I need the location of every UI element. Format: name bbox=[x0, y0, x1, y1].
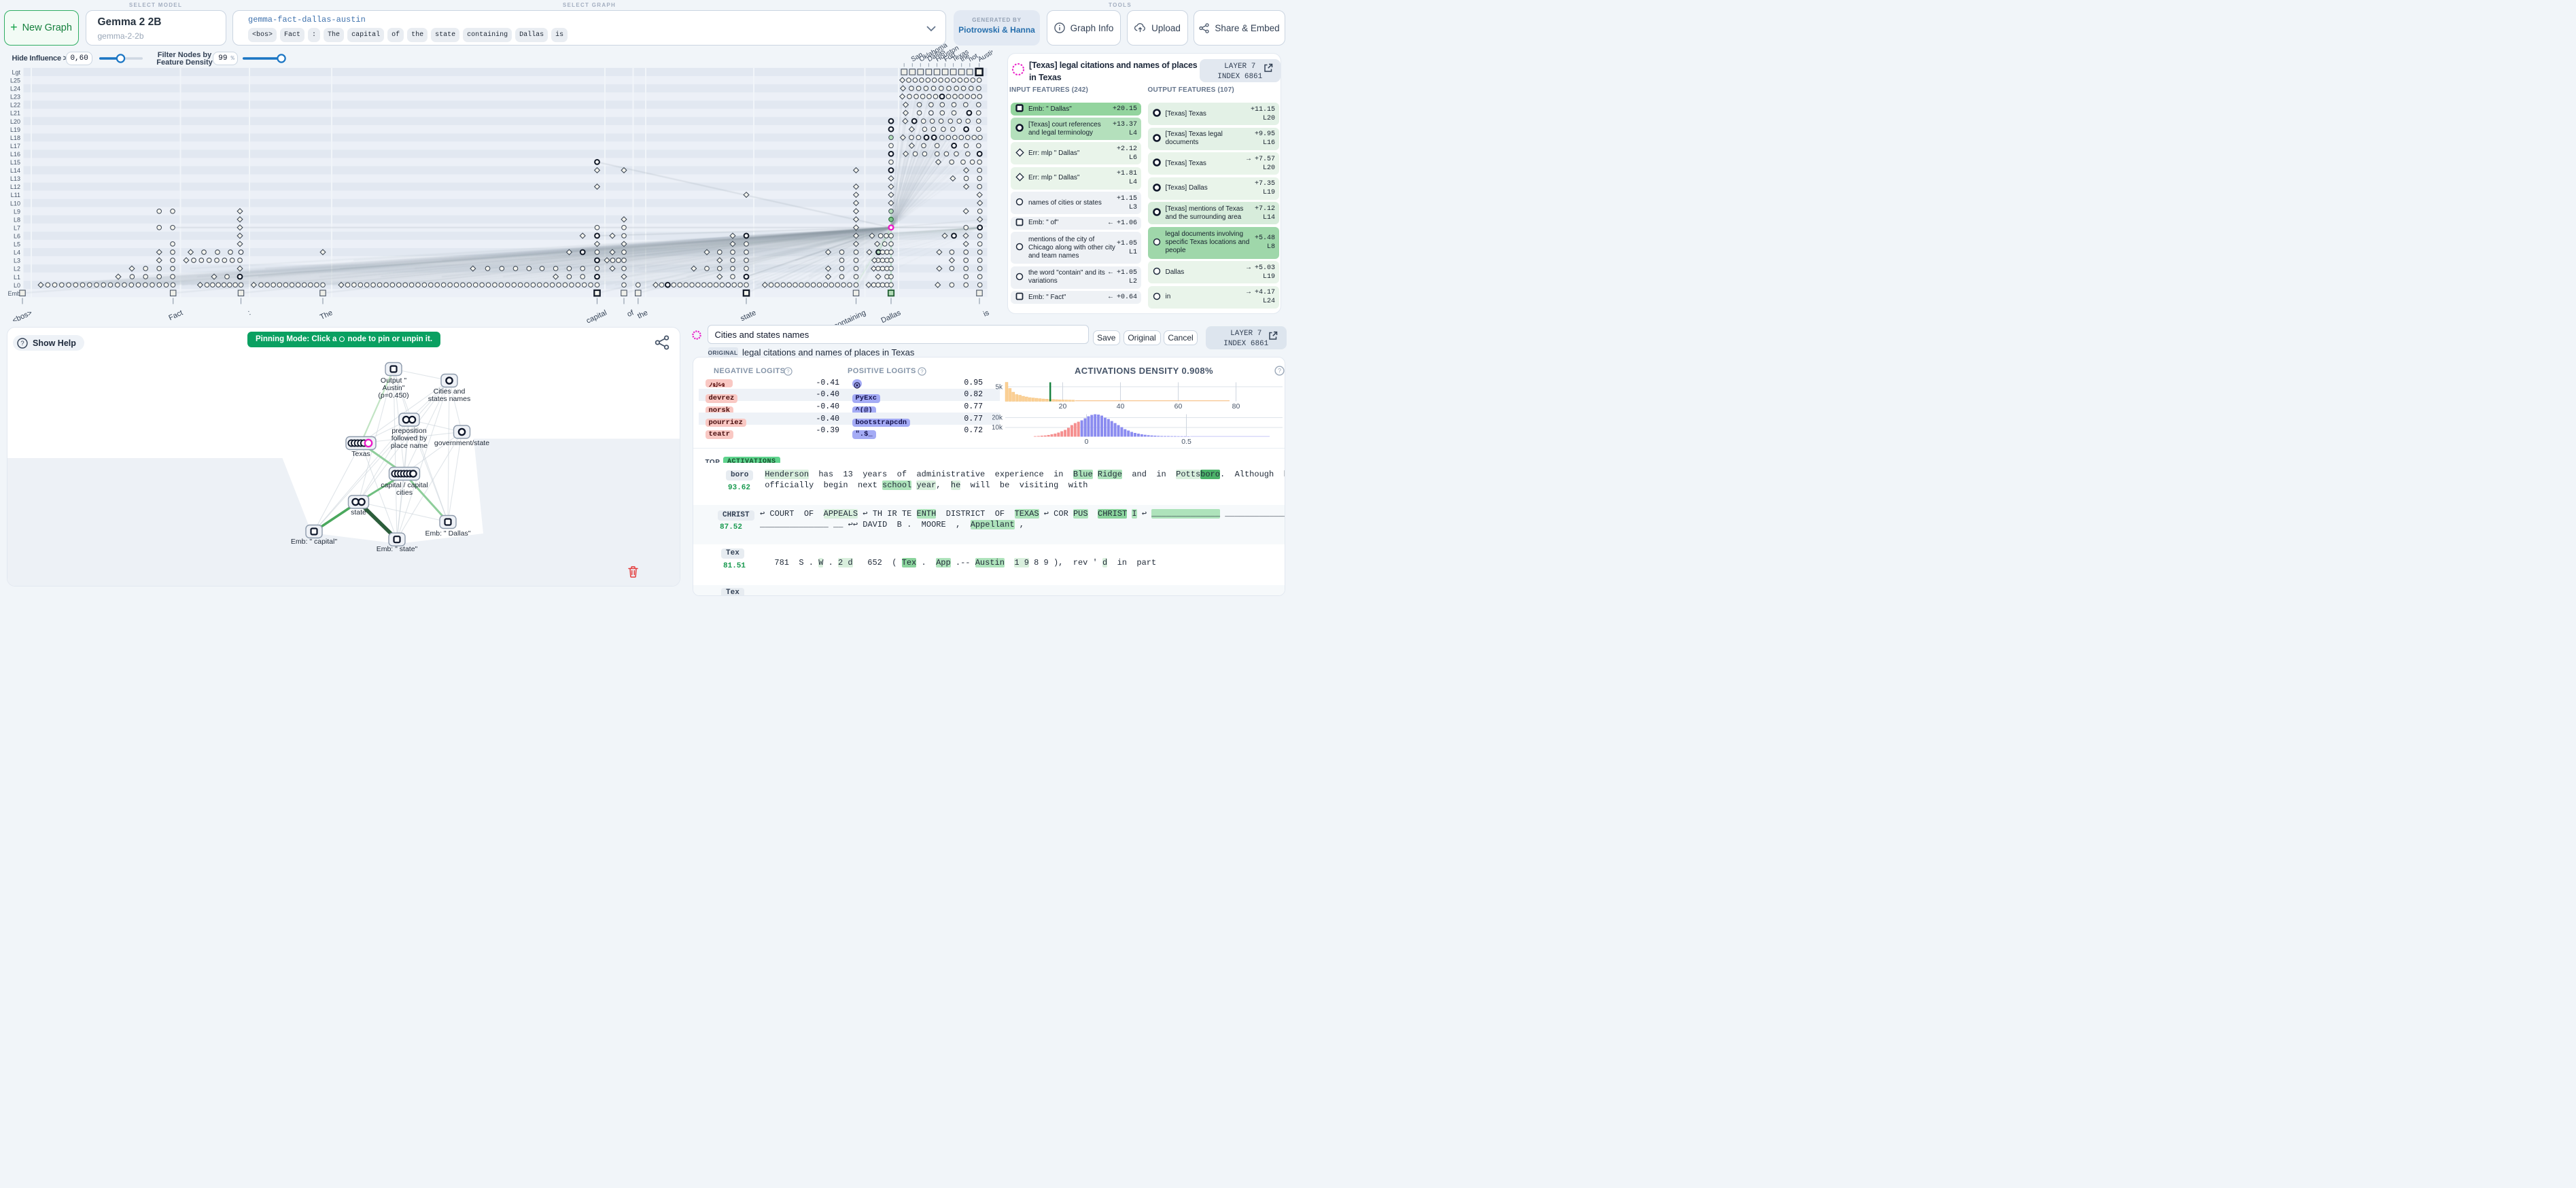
svg-text:80: 80 bbox=[1232, 402, 1240, 410]
svg-text:state: state bbox=[351, 508, 366, 517]
svg-text:Output ": Output " bbox=[381, 377, 406, 385]
svg-text:L8: L8 bbox=[14, 216, 20, 223]
svg-text:L10: L10 bbox=[10, 200, 20, 207]
svg-text:40: 40 bbox=[1117, 402, 1125, 410]
svg-text:Austin: Austin bbox=[977, 48, 992, 63]
svg-text:Emb: " Dallas": Emb: " Dallas" bbox=[425, 529, 471, 538]
svg-text:capital / capital: capital / capital bbox=[381, 481, 428, 489]
svg-text:20: 20 bbox=[1059, 402, 1067, 410]
svg-text:Austin": Austin" bbox=[383, 384, 405, 392]
svg-text:L6: L6 bbox=[14, 233, 20, 240]
svg-text:government/state: government/state bbox=[434, 439, 489, 447]
svg-text:L0: L0 bbox=[14, 282, 20, 289]
svg-text:Emb: Emb bbox=[7, 290, 20, 297]
svg-text:L15: L15 bbox=[10, 159, 20, 166]
svg-text:L11: L11 bbox=[11, 192, 20, 198]
svg-text:?: ? bbox=[1278, 368, 1281, 374]
svg-text:<bos>: <bos> bbox=[11, 309, 33, 325]
svg-text:L2: L2 bbox=[14, 266, 20, 273]
svg-text:L19: L19 bbox=[10, 126, 20, 133]
svg-text:0: 0 bbox=[1085, 438, 1089, 446]
svg-text:L24: L24 bbox=[10, 86, 20, 92]
svg-text:?: ? bbox=[920, 368, 924, 374]
svg-text:5k: 5k bbox=[995, 384, 1003, 391]
svg-text:L5: L5 bbox=[14, 241, 20, 248]
svg-text:Cities and: Cities and bbox=[434, 387, 466, 396]
svg-text:L3: L3 bbox=[14, 258, 20, 264]
svg-text:L4: L4 bbox=[14, 249, 20, 256]
svg-text:preposition: preposition bbox=[391, 427, 427, 435]
svg-text:L17: L17 bbox=[10, 143, 20, 150]
svg-text:cities: cities bbox=[396, 489, 413, 497]
svg-text:Fact: Fact bbox=[167, 309, 184, 322]
svg-text:L7: L7 bbox=[14, 225, 20, 232]
svg-text:L9: L9 bbox=[14, 208, 20, 215]
svg-text:L23: L23 bbox=[10, 94, 20, 101]
svg-text:60: 60 bbox=[1174, 402, 1183, 410]
svg-text::: : bbox=[247, 309, 252, 317]
svg-text:Emb: " capital": Emb: " capital" bbox=[291, 538, 337, 546]
svg-text:?: ? bbox=[20, 340, 24, 347]
svg-text:place name: place name bbox=[391, 442, 428, 450]
svg-text:L16: L16 bbox=[10, 151, 20, 158]
svg-text:is: is bbox=[982, 309, 991, 318]
svg-text:?: ? bbox=[786, 368, 790, 374]
svg-text:L22: L22 bbox=[10, 102, 20, 109]
svg-text:Emb: " state": Emb: " state" bbox=[377, 545, 418, 553]
svg-text:followed by: followed by bbox=[391, 434, 428, 442]
svg-text:capital: capital bbox=[585, 309, 608, 325]
svg-text:states names: states names bbox=[428, 395, 470, 403]
svg-text:L1: L1 bbox=[14, 274, 20, 281]
svg-text:L12: L12 bbox=[10, 184, 20, 190]
svg-text:The: The bbox=[319, 309, 334, 321]
svg-text:10k: 10k bbox=[992, 424, 1003, 432]
svg-text:Texas: Texas bbox=[351, 450, 370, 458]
svg-text:(p=0.450): (p=0.450) bbox=[378, 391, 408, 400]
svg-text:of: of bbox=[626, 309, 636, 319]
svg-text:the: the bbox=[636, 309, 649, 320]
svg-text:state: state bbox=[739, 309, 758, 323]
svg-text:L18: L18 bbox=[10, 135, 20, 141]
svg-text:Lgt: Lgt bbox=[12, 69, 20, 76]
svg-text:L20: L20 bbox=[10, 118, 20, 125]
svg-text:20k: 20k bbox=[992, 415, 1003, 422]
svg-text:Dallas: Dallas bbox=[880, 309, 902, 325]
svg-text:L25: L25 bbox=[10, 77, 20, 84]
svg-text:0.5: 0.5 bbox=[1181, 438, 1191, 446]
svg-text:L21: L21 bbox=[10, 110, 20, 117]
svg-text:L14: L14 bbox=[10, 167, 20, 174]
svg-text:L13: L13 bbox=[10, 175, 20, 182]
